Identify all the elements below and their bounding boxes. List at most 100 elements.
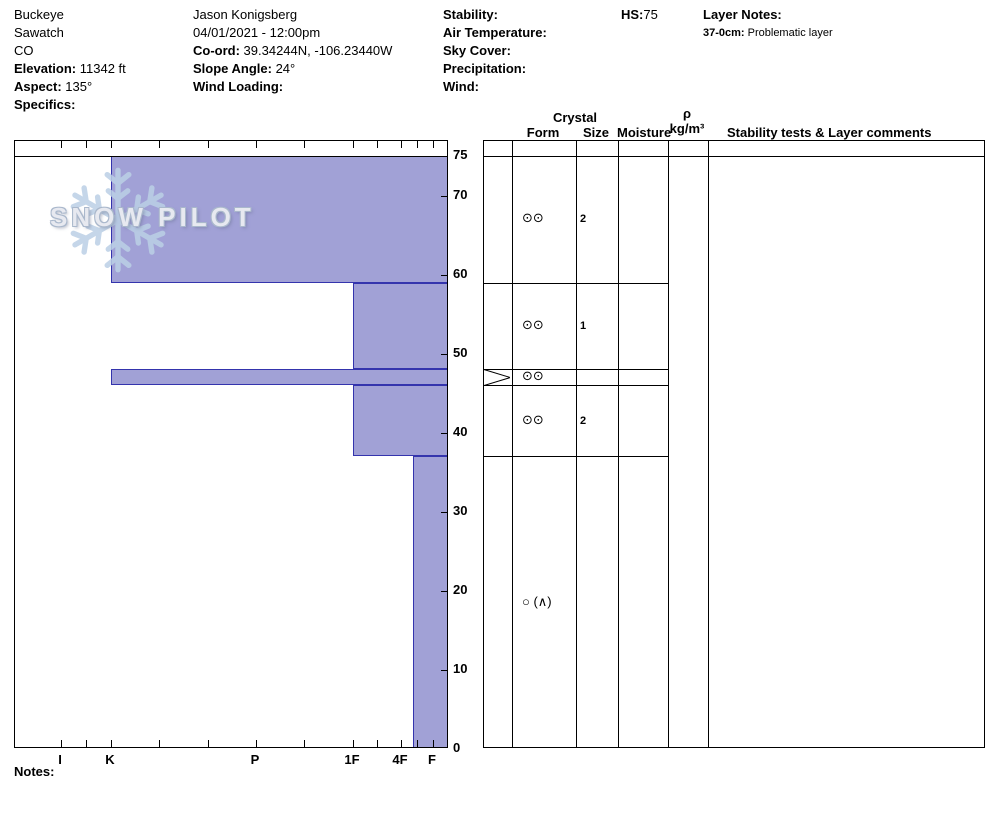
snow-surface-line [15,156,447,157]
hardness-tick-label: 4F [392,752,408,767]
layer-bar-48-46 [111,369,447,386]
layer-boundary-line [484,369,668,371]
hardness-axis-tick [353,141,354,148]
layer-notes: Layer Notes: 37-0cm: Problematic layer [703,6,833,42]
depth-tick-label: 10 [453,660,468,676]
coord-row: Co-ord: 39.34244N, -106.23440W [193,42,392,60]
hardness-axis-tick [61,141,62,148]
location-info: Buckeye Sawatch CO Elevation: 11342 ft A… [14,6,126,114]
hardness-axis-tick [401,141,402,148]
air-temperature-label: Air Temperature: [443,25,547,40]
hardness-axis-tick [433,141,434,148]
conditions-info: Stability: Air Temperature: Sky Cover: P… [443,6,547,96]
location-state: CO [14,43,34,58]
depth-axis-tick [441,432,447,434]
depth-axis: 75 70 60 50 40 30 20 10 0 [453,140,483,755]
hardness-profile-chart [14,140,448,748]
layer-bar-37-0 [413,456,447,747]
moisture-column-header: Moisture [617,125,672,140]
observer-name: Jason Konigsberg [193,7,298,22]
hardness-axis-tick [377,141,378,148]
elevation-row: Elevation: 11342 ft [14,60,126,78]
depth-axis-tick [441,156,447,157]
specifics-label: Specifics: [14,97,76,112]
panel-column-line [668,141,669,747]
aspect-row: Aspect: 135° [14,78,126,96]
elevation-label: Elevation: [14,61,77,76]
form-column-header: Form [526,125,560,140]
layer-detail-panel: ⊙⊙ 2 ⊙⊙ 1 ⊙⊙ ⊙⊙ 2 ○ (∧) [483,140,985,748]
depth-tick-label: 20 [453,581,468,597]
slope-angle-label: Slope Angle: [193,61,272,76]
location-name: Buckeye [14,7,64,22]
elevation-value: 11342 ft [76,61,126,76]
hardness-tick-label: K [105,752,115,767]
grain-size-value: 2 [580,213,587,226]
hs-label: HS: [621,7,644,22]
depth-tick-label: 30 [453,502,468,518]
hs-value: 75 [643,7,658,22]
panel-column-line [576,141,577,747]
slope-angle-value: 24° [271,61,296,76]
grain-form-symbol: ⊙⊙ [522,368,544,384]
depth-tick-label: 0 [453,740,461,755]
slope-angle-row: Slope Angle: 24° [193,60,392,78]
depth-tick-label: 40 [453,423,468,439]
wind-label: Wind: [443,79,479,94]
hardness-tick-label: I [58,752,62,767]
depth-axis-tick [441,274,447,276]
hardness-axis-tick [401,740,402,747]
panel-column-line [618,141,619,747]
layer-bar-46-37 [353,385,447,457]
hs-info: HS:75 [621,6,658,24]
hardness-axis-tick [256,740,257,747]
coord-label: Co-ord: [193,43,240,58]
grain-form-symbol: ⊙⊙ [522,210,544,226]
layer-bar-59-48 [353,282,447,370]
panel-column-line [708,141,709,747]
hardness-axis-tick [433,740,434,747]
grain-size-value: 1 [580,319,587,332]
hardness-tick-label: 1F [344,752,360,767]
depth-tick-label: 70 [453,186,468,202]
panel-column-line [512,141,513,747]
hardness-axis-tick [304,141,305,148]
pit-datetime: 04/01/2021 - 12:00pm [193,25,321,40]
layer-boundary-line [484,385,668,387]
depth-tick-label: 50 [453,344,468,360]
depth-tick-label: 60 [453,265,468,281]
density-symbol-header: ρ [682,106,692,121]
density-units-header: kg/m³ [669,121,705,136]
hardness-axis-tick [208,141,209,148]
precipitation-label: Precipitation: [443,61,527,76]
stability-label: Stability: [443,7,498,22]
layer-note-range: 37-0cm: [703,27,745,39]
observer-info: Jason Konigsberg 04/01/2021 - 12:00pm Co… [193,6,392,96]
layer-note-item: 37-0cm: Problematic layer [703,24,833,42]
hardness-axis-tick [159,141,160,148]
coord-value: 39.34244N, -106.23440W [239,43,393,58]
hardness-axis-tick [256,141,257,148]
depth-axis-tick [441,195,447,197]
layer-boundary-line [484,456,668,458]
crystal-header: Crystal [552,110,598,125]
size-column-header: Size [582,125,609,140]
layer-notes-label: Layer Notes: [703,7,782,22]
hardness-axis-tick [61,740,62,747]
wind-loading-label: Wind Loading: [193,79,284,94]
hardness-axis-tick [111,141,112,148]
notes-label: Notes: [14,764,55,779]
depth-axis-tick [441,353,447,355]
hardness-tick-label: P [250,752,260,767]
hardness-axis-tick [86,141,87,148]
aspect-label: Aspect: [14,79,62,94]
hardness-tick-label: F [428,752,436,767]
grain-form-symbol: ○ (∧) [522,593,552,609]
hardness-axis-tick [86,740,87,747]
depth-axis-tick [441,590,447,592]
hardness-axis: I K P 1F 4F F [14,752,448,768]
layer-bar-75-59 [111,156,447,283]
sky-cover-label: Sky Cover: [443,43,511,58]
comments-column-header: Stability tests & Layer comments [727,125,932,140]
